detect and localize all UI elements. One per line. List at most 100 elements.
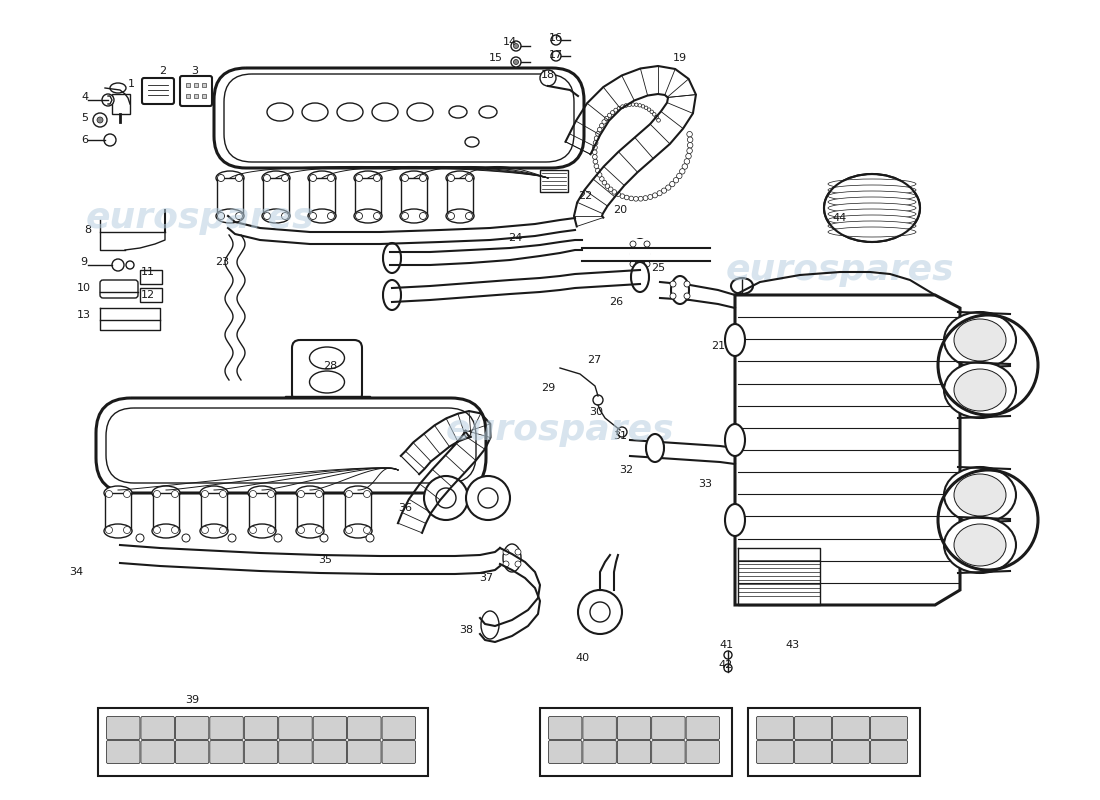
Ellipse shape (944, 517, 1016, 573)
Circle shape (374, 174, 381, 182)
Circle shape (355, 213, 363, 219)
Circle shape (309, 174, 317, 182)
Ellipse shape (944, 467, 1016, 523)
Circle shape (551, 51, 561, 61)
Circle shape (666, 185, 671, 190)
Text: 9: 9 (80, 257, 88, 267)
Circle shape (136, 534, 144, 542)
Bar (201, 493, 227, 531)
Text: 28: 28 (323, 361, 337, 371)
Circle shape (644, 241, 650, 247)
Circle shape (448, 213, 454, 219)
Circle shape (250, 526, 256, 534)
Text: 15: 15 (490, 53, 503, 63)
Circle shape (201, 526, 209, 534)
Ellipse shape (830, 466, 913, 474)
FancyBboxPatch shape (617, 717, 651, 739)
Text: 41: 41 (719, 640, 733, 650)
Ellipse shape (830, 506, 913, 514)
Text: 10: 10 (77, 283, 91, 293)
Ellipse shape (248, 486, 276, 500)
Circle shape (602, 120, 606, 124)
Circle shape (264, 174, 271, 182)
Circle shape (635, 103, 638, 106)
Circle shape (345, 526, 352, 534)
Text: 27: 27 (587, 355, 601, 365)
Text: 18: 18 (541, 70, 556, 80)
FancyBboxPatch shape (870, 741, 907, 763)
Circle shape (309, 213, 317, 219)
Circle shape (172, 490, 178, 498)
Text: 32: 32 (619, 465, 634, 475)
Circle shape (652, 113, 656, 116)
Circle shape (104, 134, 116, 146)
Circle shape (250, 490, 256, 498)
PathPatch shape (224, 74, 574, 162)
Text: 20: 20 (613, 205, 627, 215)
FancyBboxPatch shape (686, 717, 719, 739)
Circle shape (436, 488, 456, 508)
Circle shape (316, 490, 322, 498)
FancyBboxPatch shape (278, 717, 312, 739)
Circle shape (419, 174, 427, 182)
Text: 42: 42 (719, 660, 733, 670)
Text: 31: 31 (613, 431, 627, 441)
Bar (153, 493, 179, 531)
Circle shape (123, 526, 131, 534)
Circle shape (657, 118, 660, 122)
Circle shape (182, 534, 190, 542)
Bar (186, 83, 190, 87)
Ellipse shape (830, 486, 913, 494)
Circle shape (267, 526, 275, 534)
Circle shape (686, 131, 692, 137)
Bar (112, 94, 130, 114)
Circle shape (503, 561, 509, 567)
Ellipse shape (152, 486, 180, 500)
Circle shape (593, 159, 597, 164)
Ellipse shape (830, 481, 913, 490)
Ellipse shape (828, 209, 916, 219)
Circle shape (515, 549, 521, 555)
FancyBboxPatch shape (686, 741, 719, 763)
Bar (202, 94, 206, 98)
Ellipse shape (671, 276, 689, 304)
Circle shape (106, 526, 112, 534)
Text: 19: 19 (673, 53, 688, 63)
Circle shape (686, 148, 692, 154)
Circle shape (593, 145, 597, 150)
FancyBboxPatch shape (651, 717, 685, 739)
Bar (540, 170, 568, 192)
Ellipse shape (248, 524, 276, 538)
Circle shape (724, 664, 732, 672)
Circle shape (602, 180, 607, 185)
Bar (217, 178, 243, 216)
Ellipse shape (954, 474, 1007, 516)
Ellipse shape (308, 171, 336, 185)
Circle shape (593, 154, 597, 159)
Text: eurospares: eurospares (86, 201, 315, 235)
Circle shape (228, 534, 236, 542)
Text: 40: 40 (575, 653, 590, 663)
Ellipse shape (631, 262, 649, 292)
Text: 4: 4 (81, 92, 89, 102)
FancyBboxPatch shape (142, 78, 174, 104)
Ellipse shape (830, 490, 913, 499)
Circle shape (220, 490, 227, 498)
Bar (140, 288, 162, 302)
Ellipse shape (267, 103, 293, 121)
Circle shape (578, 590, 621, 634)
FancyBboxPatch shape (382, 717, 416, 739)
Ellipse shape (827, 458, 917, 522)
Text: 33: 33 (698, 479, 712, 489)
Circle shape (551, 35, 561, 45)
Circle shape (605, 184, 609, 188)
FancyBboxPatch shape (870, 717, 907, 739)
Circle shape (172, 526, 178, 534)
Circle shape (629, 196, 634, 201)
Bar (748, 708, 920, 776)
FancyBboxPatch shape (757, 741, 793, 763)
Bar (345, 493, 371, 531)
Circle shape (594, 164, 598, 169)
Circle shape (596, 131, 601, 136)
Circle shape (617, 106, 621, 110)
